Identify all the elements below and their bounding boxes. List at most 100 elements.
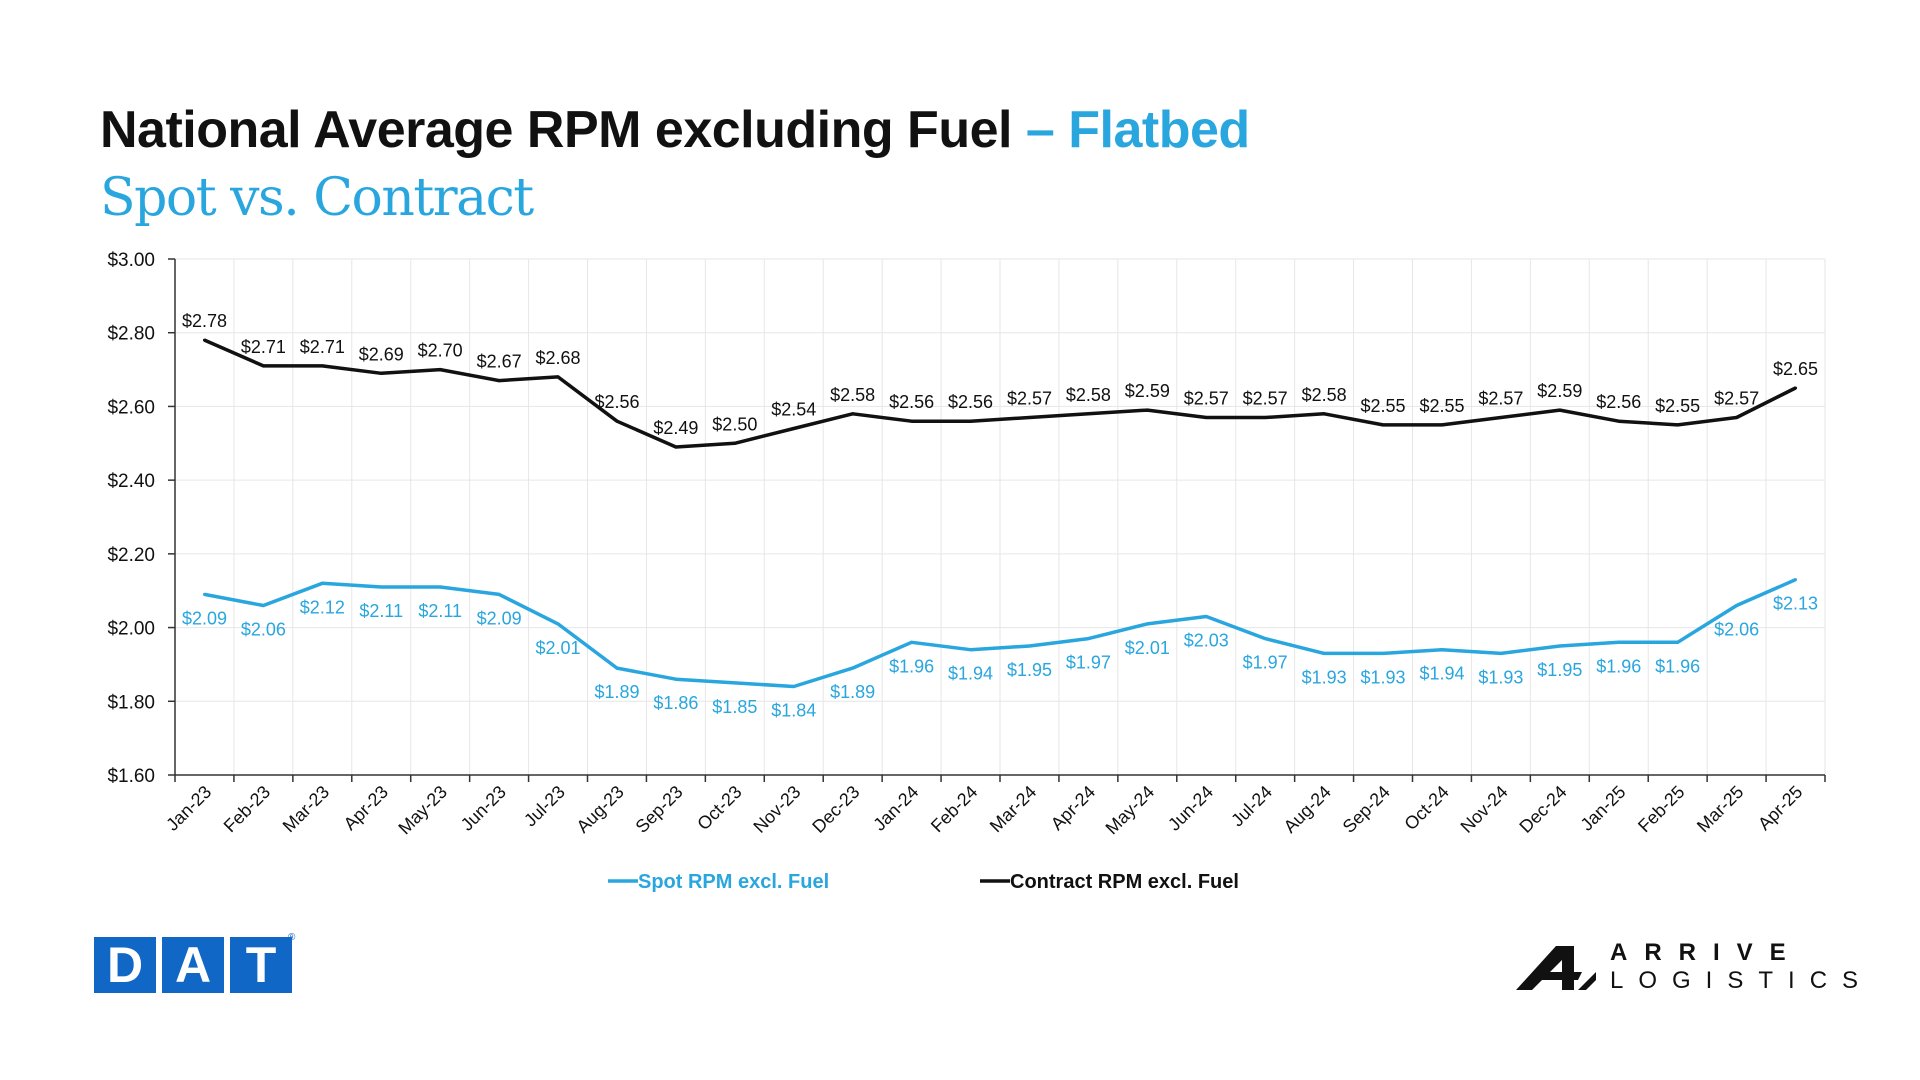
x-tick-label: Sep-24: [1339, 782, 1394, 837]
contract-point: [1145, 408, 1149, 412]
contract-point: [1499, 415, 1503, 419]
spot-data-label: $2.09: [477, 608, 522, 628]
x-tick-label: Jul-23: [520, 782, 569, 831]
x-tick-label: May-23: [394, 782, 451, 839]
contract-data-label: $2.56: [889, 392, 934, 412]
dat-logo-letter-t: T: [230, 937, 292, 993]
contract-data-label: $2.49: [653, 418, 698, 438]
spot-point: [1617, 640, 1621, 644]
spot-data-label: $1.95: [1537, 660, 1582, 680]
contract-point: [792, 427, 796, 431]
arrive-logo-line2: LOGISTICS: [1610, 967, 1874, 994]
spot-data-label: $1.93: [1361, 667, 1406, 687]
x-tick-label: Dec-24: [1515, 782, 1570, 837]
x-tick-label: Aug-23: [573, 782, 628, 837]
x-tick-label: Feb-23: [220, 782, 274, 836]
contract-data-label: $2.57: [1184, 388, 1229, 408]
contract-point: [1617, 419, 1621, 423]
spot-point: [1440, 648, 1444, 652]
spot-data-label: $2.01: [1125, 638, 1170, 658]
chart-subtitle: Spot vs. Contract: [100, 168, 534, 228]
spot-point: [1322, 651, 1326, 655]
contract-data-label: $2.58: [1302, 385, 1347, 405]
contract-point: [1027, 415, 1031, 419]
x-tick-label: Sep-23: [632, 782, 687, 837]
contract-data-label: $2.55: [1655, 396, 1700, 416]
contract-data-label: $2.50: [712, 414, 757, 434]
spot-point: [910, 640, 914, 644]
contract-point: [1794, 386, 1798, 390]
contract-data-label: $2.57: [1478, 388, 1523, 408]
contract-point: [1676, 423, 1680, 427]
contract-point: [615, 419, 619, 423]
x-tick-label: Apr-24: [1047, 782, 1099, 834]
dat-registered-mark: ®: [288, 932, 296, 943]
spot-point: [1794, 578, 1798, 582]
contract-point: [1086, 412, 1090, 416]
contract-data-label: $2.54: [771, 400, 816, 420]
contract-data-label: $2.55: [1419, 396, 1464, 416]
contract-point: [969, 419, 973, 423]
x-tick-label: Oct-23: [693, 782, 745, 834]
contract-data-label: $2.71: [300, 337, 345, 357]
contract-data-label: $2.57: [1714, 388, 1759, 408]
x-tick-label: Apr-25: [1754, 782, 1806, 834]
spot-data-label: $2.11: [418, 601, 462, 621]
x-tick-label: Mar-24: [986, 782, 1040, 836]
contract-point: [1440, 423, 1444, 427]
contract-point: [674, 445, 678, 449]
spot-point: [615, 666, 619, 670]
x-tick-label: Mar-25: [1693, 782, 1747, 836]
x-tick-label: Nov-24: [1457, 782, 1512, 837]
x-tick-label: Apr-23: [340, 782, 392, 834]
contract-data-label: $2.56: [594, 392, 639, 412]
contract-data-label: $2.70: [418, 341, 463, 361]
contract-data-label: $2.58: [830, 385, 875, 405]
y-tick-label: $1.80: [107, 692, 155, 713]
spot-point: [1204, 615, 1208, 619]
y-tick-label: $3.00: [107, 250, 155, 271]
spot-point: [438, 585, 442, 589]
x-tick-label: Jun-24: [1164, 782, 1217, 835]
spot-data-label: $1.93: [1302, 667, 1347, 687]
spot-point: [1145, 622, 1149, 626]
contract-data-label: $2.69: [359, 344, 404, 364]
chart-title-main: National Average RPM excluding Fuel: [100, 101, 1012, 159]
contract-data-label: $2.59: [1537, 381, 1582, 401]
x-tick-label: Oct-24: [1400, 782, 1452, 834]
spot-data-label: $1.97: [1243, 653, 1288, 673]
spot-point: [1558, 644, 1562, 648]
contract-point: [438, 368, 442, 372]
spot-data-label: $1.95: [1007, 660, 1052, 680]
x-tick-label: Feb-24: [927, 782, 981, 836]
chart-title-accent: – Flatbed: [1025, 101, 1250, 159]
x-tick-label: May-24: [1102, 782, 1159, 839]
contract-data-label: $2.55: [1361, 396, 1406, 416]
contract-data-label: $2.78: [182, 311, 227, 331]
spot-data-label: $2.12: [300, 597, 345, 617]
spot-data-label: $1.94: [1419, 664, 1464, 684]
x-tick-label: Jan-24: [869, 782, 922, 835]
spot-data-label: $2.01: [536, 638, 581, 658]
y-tick-label: $2.60: [107, 397, 155, 418]
dat-logo-letter-a: A: [162, 937, 224, 993]
chart-title: National Average RPM excluding Fuel – Fl…: [100, 100, 1250, 160]
contract-point: [1204, 415, 1208, 419]
contract-point: [556, 375, 560, 379]
x-tick-label: Aug-24: [1280, 782, 1335, 837]
contract-data-label: $2.57: [1243, 388, 1288, 408]
spot-point: [969, 648, 973, 652]
dat-logo-letter-d: D: [94, 937, 156, 993]
contract-point: [1735, 415, 1739, 419]
contract-data-label: $2.58: [1066, 385, 1111, 405]
contract-point: [1381, 423, 1385, 427]
contract-point: [851, 412, 855, 416]
spot-point: [320, 581, 324, 585]
x-tick-label: Jan-23: [162, 782, 215, 835]
spot-data-label: $1.96: [1655, 656, 1700, 676]
x-tick-label: Jul-24: [1227, 782, 1276, 831]
spot-point: [792, 685, 796, 689]
spot-point: [379, 585, 383, 589]
x-tick-label: Jun-23: [457, 782, 510, 835]
